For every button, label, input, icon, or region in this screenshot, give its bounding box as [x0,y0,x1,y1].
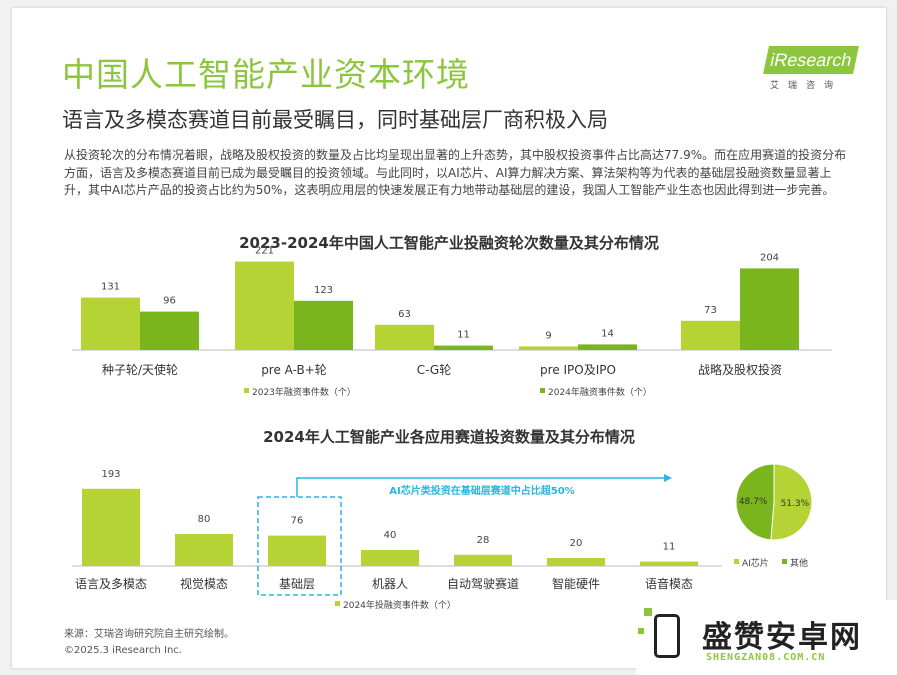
chart1-bar [434,345,493,350]
chart2-bar [268,535,326,566]
callout-arrow-line [296,477,666,497]
chart2-category-label: 智能硬件 [552,576,600,591]
chart2-category-label: 机器人 [372,577,408,591]
chart1-bar [681,320,740,350]
chart1-legend-swatch [244,388,249,393]
chart1-value-label: 221 [255,246,274,257]
pie-value-label: 51.3% [781,499,810,509]
chart1-bar [294,300,353,350]
chart2-bar [547,558,605,566]
chart1-legend-label: 2024年融资事件数（个） [548,386,652,398]
chart2-title: 2024年人工智能产业各应用赛道投资数量及其分布情况 [263,428,635,446]
chart2-category-label: 语音模态 [645,576,693,591]
pie-legend-label: 其他 [790,557,808,569]
chart2-value-label: 20 [570,538,583,549]
chart1-category-label: 种子轮/天使轮 [102,362,178,377]
charts-canvas: 131 96 种子轮/天使轮 221 123 pre A-B+轮 63 11 C-G轮 9 14 pr… [72,246,832,611]
chart1-category-label: pre IPO及IPO [540,363,616,377]
chart1-value-label: 204 [760,252,779,263]
copyright: ©2025.3 iResearch Inc. [64,645,182,656]
pie-legend-swatch [782,559,787,564]
chart1-bar [140,311,199,350]
chart2-legend-swatch [335,601,340,606]
chart2-bar [361,550,419,566]
chart1-bar [519,346,578,350]
chart1-value-label: 123 [314,285,333,296]
chart1-legend-swatch [540,388,545,393]
chart2-value-label: 193 [101,469,120,480]
chart1-value-label: 9 [545,330,551,341]
chart2-category-label: 语言及多模态 [75,577,147,591]
watermark: 盛赞安卓网 SHENGZAN08.COM.CN [636,600,897,675]
chart2-value-label: 11 [663,542,676,553]
chart2-category-label: 视觉模态 [180,576,228,591]
page-title: 中国人工智能产业资本环境 [62,55,470,94]
chart2-category-label: 基础层 [279,577,315,591]
chart1-bar [375,324,434,350]
chart1-category-label: 战略及股权投资 [698,362,782,377]
chart2-bar [454,554,512,566]
pie-legend-label: AI芯片 [742,557,769,569]
watermark-url: SHENGZAN08.COM.CN [706,652,826,663]
source-note: 来源：艾瑞咨询研究院自主研究绘制。 [64,629,234,640]
watermark-dot [638,628,644,634]
highlight-box [257,496,342,596]
phone-icon [654,614,680,658]
chart1-bar [81,297,140,350]
chart1-category-label: C-G轮 [417,363,451,377]
chart2-value-label: 80 [198,514,211,525]
chart1-value-label: 96 [163,296,176,307]
chart2-value-label: 28 [477,535,490,546]
chart2-bar [82,488,140,566]
chart1-value-label: 11 [457,330,470,341]
chart1-value-label: 131 [101,282,120,293]
chart2-value-label: 76 [291,516,304,527]
page-subtitle: 语言及多模态赛道目前最受瞩目，同时基础层厂商积极入局 [62,108,608,132]
pie-legend-swatch [734,559,739,564]
callout-text: AI芯片类投资在基础层赛道中占比超50% [389,484,574,497]
chart2-value-label: 40 [384,530,397,541]
chart1-bar [235,261,294,350]
pie-slice [735,463,775,541]
chart1-legend-label: 2023年融资事件数（个） [252,386,356,398]
chart1-value-label: 63 [398,309,411,320]
watermark-name: 盛赞安卓网 [702,620,862,655]
pie-value-label: 48.7% [739,497,768,507]
callout-arrowhead [664,474,672,482]
chart1-category-label: pre A-B+轮 [261,363,327,377]
chart2-category-label: 自动驾驶赛道 [447,576,519,591]
iresearch-logo: iResearch 艾瑞咨询 [763,46,862,92]
summary-paragraph: 从投资轮次的分布情况着眼，战略及股权投资的数量及占比均呈现出显著的上升态势，其中… [64,148,847,197]
slide: 中国人工智能产业资本环境 语言及多模态赛道目前最受瞩目，同时基础层厂商积极入局 … [12,8,886,668]
chart2-bar [640,561,698,566]
chart1-bar [740,268,799,350]
watermark-dot [644,608,652,616]
logo-cn-text: 艾瑞咨询 [770,81,843,91]
chart1-value-label: 73 [704,305,717,316]
chart1-bar [578,344,637,350]
chart1-value-label: 14 [601,328,614,339]
chart2-legend-label: 2024年投融资事件数（个） [343,599,456,611]
chart1-title: 2023-2024年中国人工智能产业投融资轮次数量及其分布情况 [239,234,659,252]
pie-slice [770,463,813,541]
chart2-bar [175,534,233,566]
